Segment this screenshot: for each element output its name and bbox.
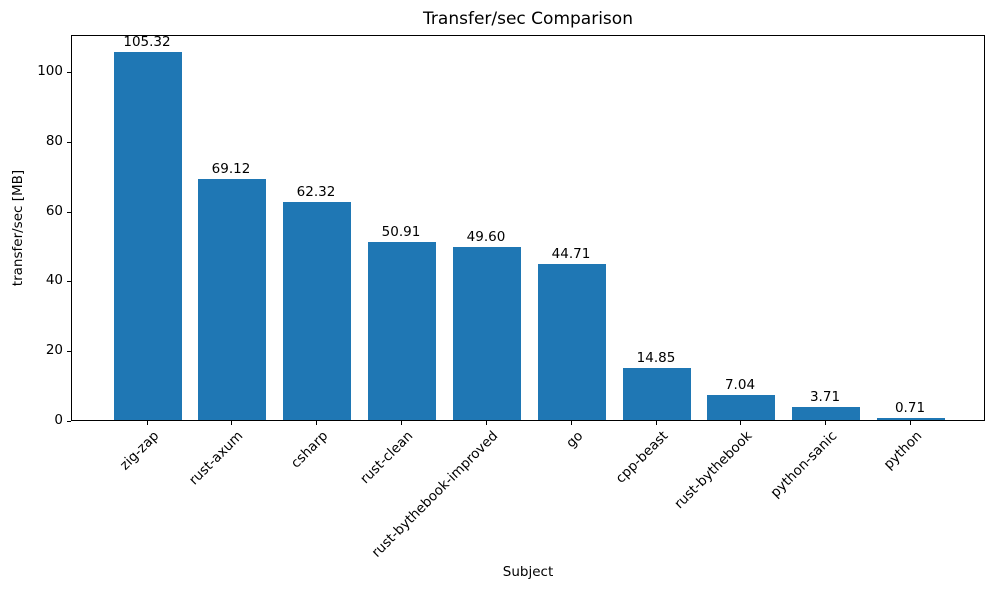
- y-tick-label: 40: [45, 272, 63, 289]
- bar: [792, 407, 860, 420]
- bar-value-label: 44.71: [551, 246, 591, 262]
- y-tick-mark: [67, 142, 71, 143]
- bar: [623, 368, 691, 420]
- y-tick-label: 100: [37, 62, 63, 79]
- y-axis-label: transfer/sec [MB]: [10, 169, 26, 287]
- y-tick-label: 0: [54, 412, 63, 428]
- bar-value-label: 14.85: [636, 350, 676, 366]
- chart-title: Transfer/sec Comparison: [423, 9, 633, 29]
- y-tick-mark: [67, 72, 71, 73]
- bar: [114, 52, 182, 420]
- plot-area: [71, 35, 985, 421]
- bar-value-label: 69.12: [211, 161, 251, 177]
- y-tick-label: 80: [45, 132, 63, 149]
- x-tick-mark: [316, 421, 317, 425]
- bar: [707, 395, 775, 420]
- x-tick-mark: [571, 421, 572, 425]
- x-tick-mark: [147, 421, 148, 425]
- x-axis-label: Subject: [502, 564, 554, 580]
- x-tick-mark: [401, 421, 402, 425]
- bar-value-label: 49.60: [466, 229, 506, 245]
- bar-value-label: 62.32: [296, 184, 336, 200]
- y-tick-label: 60: [45, 202, 63, 219]
- y-tick-mark: [67, 281, 71, 282]
- bar-value-label: 7.04: [724, 377, 756, 393]
- bar: [368, 242, 436, 420]
- y-tick-mark: [67, 212, 71, 213]
- y-tick-label: 20: [45, 342, 63, 359]
- x-tick-mark: [231, 421, 232, 425]
- x-tick-mark: [740, 421, 741, 425]
- bar-value-label: 105.32: [123, 34, 171, 50]
- y-tick-mark: [67, 421, 71, 422]
- x-tick-mark: [825, 421, 826, 425]
- bar: [877, 418, 945, 420]
- bar: [453, 247, 521, 420]
- x-tick-mark: [656, 421, 657, 425]
- y-tick-mark: [67, 351, 71, 352]
- bar-value-label: 50.91: [381, 224, 421, 240]
- bar: [198, 179, 266, 420]
- bar-value-label: 0.71: [894, 400, 926, 416]
- bar-value-label: 3.71: [809, 389, 841, 405]
- x-tick-mark: [910, 421, 911, 425]
- bar: [283, 202, 351, 420]
- x-tick-mark: [486, 421, 487, 425]
- bar: [538, 264, 606, 420]
